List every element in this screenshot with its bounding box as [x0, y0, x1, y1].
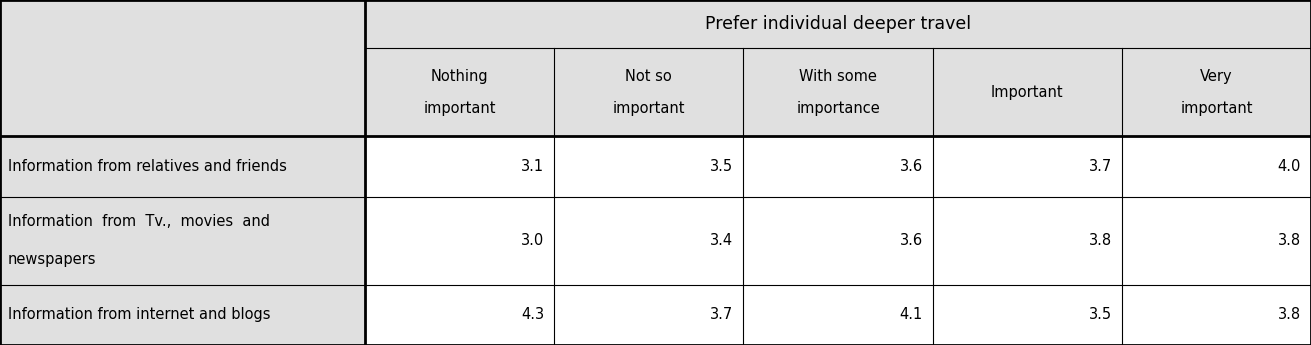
Text: With some: With some	[800, 69, 877, 84]
Text: Important: Important	[991, 85, 1063, 100]
Text: 3.7: 3.7	[1088, 159, 1112, 174]
Text: 3.7: 3.7	[711, 307, 733, 322]
Text: important: important	[1180, 101, 1252, 116]
Text: 3.8: 3.8	[1088, 233, 1112, 248]
Text: Information  from  Tv.,  movies  and: Information from Tv., movies and	[8, 214, 270, 229]
Text: 4.3: 4.3	[520, 307, 544, 322]
Text: important: important	[612, 101, 686, 116]
Text: 3.0: 3.0	[520, 233, 544, 248]
Bar	[743, 136, 932, 345]
Text: 3.8: 3.8	[1278, 307, 1301, 322]
Text: Prefer individual deeper travel: Prefer individual deeper travel	[705, 15, 971, 33]
Text: Very: Very	[1200, 69, 1232, 84]
Text: Information from internet and blogs: Information from internet and blogs	[8, 307, 270, 322]
Text: 4.0: 4.0	[1278, 159, 1301, 174]
Bar	[1122, 136, 1311, 345]
Bar	[555, 136, 743, 345]
Text: 3.1: 3.1	[520, 159, 544, 174]
Bar	[364, 136, 555, 345]
Bar	[932, 136, 1122, 345]
Text: 3.6: 3.6	[899, 159, 923, 174]
Text: 3.6: 3.6	[899, 233, 923, 248]
Text: 3.5: 3.5	[1088, 307, 1112, 322]
Text: Not so: Not so	[625, 69, 673, 84]
Text: 3.4: 3.4	[711, 233, 733, 248]
Text: important: important	[423, 101, 496, 116]
Text: Information from relatives and friends: Information from relatives and friends	[8, 159, 287, 174]
Text: 3.5: 3.5	[711, 159, 733, 174]
Bar	[0, 0, 1311, 136]
Text: 4.1: 4.1	[899, 307, 923, 322]
Text: importance: importance	[796, 101, 880, 116]
Bar	[0, 136, 364, 345]
Text: Nothing: Nothing	[431, 69, 489, 84]
Text: 3.8: 3.8	[1278, 233, 1301, 248]
Text: newspapers: newspapers	[8, 253, 97, 267]
